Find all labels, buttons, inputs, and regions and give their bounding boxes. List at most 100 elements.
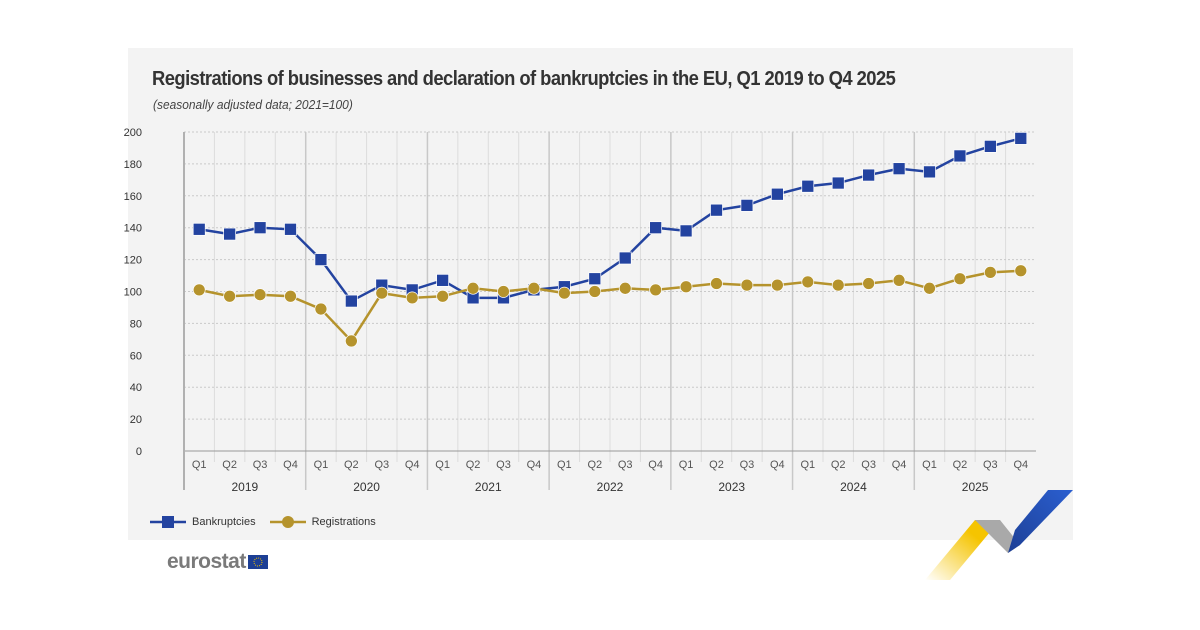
data-point-registrations	[953, 272, 967, 286]
data-point-bankruptcies	[831, 176, 845, 190]
data-point-registrations	[497, 285, 510, 298]
data-point-registrations	[649, 283, 662, 297]
data-point-registrations	[527, 281, 541, 295]
data-point-bankruptcies	[892, 162, 906, 176]
data-point-registrations	[862, 277, 875, 290]
y-tick-label: 80	[130, 318, 142, 330]
data-point-bankruptcies	[953, 149, 967, 163]
x-tick-label: Q1	[679, 459, 694, 471]
legend-label: Bankruptcies	[192, 516, 256, 528]
y-tick-label: 200	[124, 127, 142, 139]
x-tick-label: Q4	[1013, 459, 1028, 471]
data-point-registrations	[801, 275, 815, 289]
data-point-bankruptcies	[588, 272, 602, 286]
data-point-bankruptcies	[679, 224, 693, 238]
data-point-bankruptcies	[618, 251, 632, 265]
data-point-bankruptcies	[284, 222, 297, 236]
x-tick-label: Q2	[587, 459, 602, 471]
x-tick-label: Q2	[344, 459, 359, 471]
x-tick-label: Q2	[831, 459, 846, 471]
chart-subtitle: (seasonally adjusted data; 2021=100)	[153, 97, 353, 112]
x-year-label: 2025	[962, 480, 989, 494]
data-point-registrations	[192, 283, 206, 297]
y-tick-label: 120	[124, 255, 142, 267]
legend-item-registrations: Registrations	[269, 516, 376, 528]
data-point-registrations	[740, 278, 754, 292]
x-year-label: 2021	[475, 480, 502, 494]
x-tick-label: Q2	[466, 459, 481, 471]
data-point-registrations	[710, 277, 723, 290]
x-tick-label: Q2	[709, 459, 724, 471]
square-marker-icon	[150, 516, 186, 528]
data-point-registrations	[558, 286, 571, 300]
data-point-bankruptcies	[192, 222, 206, 236]
data-point-bankruptcies	[862, 168, 875, 182]
data-point-bankruptcies	[649, 221, 662, 235]
x-year-label: 2020	[353, 480, 380, 494]
data-point-bankruptcies	[223, 227, 236, 241]
data-point-registrations	[436, 289, 449, 303]
data-point-bankruptcies	[923, 165, 936, 179]
legend-label: Registrations	[311, 516, 376, 528]
x-tick-label: Q1	[435, 459, 450, 471]
x-tick-label: Q3	[374, 459, 389, 471]
x-tick-label: Q3	[253, 459, 268, 471]
data-point-bankruptcies	[801, 179, 815, 193]
data-point-registrations	[223, 289, 236, 303]
x-year-label: 2024	[840, 480, 867, 494]
data-point-registrations	[405, 291, 419, 305]
data-point-registrations	[314, 302, 328, 316]
data-point-bankruptcies	[436, 273, 449, 287]
series-line-registrations	[198, 269, 1021, 343]
y-tick-label: 140	[124, 223, 142, 235]
x-tick-label: Q4	[648, 459, 663, 471]
legend: Bankruptcies Registrations	[150, 516, 376, 528]
x-tick-label: Q2	[953, 459, 968, 471]
data-point-registrations	[923, 281, 936, 295]
chart-title: Registrations of businesses and declarat…	[152, 68, 896, 90]
x-tick-label: Q4	[405, 459, 420, 471]
eurostat-logo: eurostat	[167, 550, 268, 574]
x-tick-label: Q1	[192, 459, 207, 471]
x-tick-label: Q3	[618, 459, 633, 471]
x-tick-label: Q3	[740, 459, 755, 471]
data-point-bankruptcies	[710, 203, 723, 217]
data-point-registrations	[831, 278, 845, 292]
data-point-registrations	[618, 281, 632, 295]
circle-marker-icon	[269, 516, 306, 528]
decorative-chevron-graphic	[925, 490, 1073, 580]
x-tick-label: Q1	[800, 459, 815, 471]
eu-flag-icon	[247, 555, 268, 569]
data-point-bankruptcies	[253, 221, 267, 235]
y-tick-label: 180	[124, 159, 142, 171]
y-tick-label: 100	[124, 287, 142, 299]
data-point-registrations	[984, 266, 997, 279]
x-tick-label: Q1	[557, 459, 572, 471]
data-point-registrations	[1014, 264, 1028, 278]
data-point-registrations	[253, 288, 267, 302]
x-tick-label: Q2	[222, 459, 237, 471]
x-tick-label: Q4	[527, 459, 542, 471]
x-tick-label: Q3	[861, 459, 876, 471]
y-tick-label: 0	[136, 446, 142, 458]
x-year-label: 2019	[232, 480, 259, 494]
data-point-registrations	[466, 281, 480, 295]
data-point-registrations	[345, 334, 358, 348]
x-tick-label: Q1	[314, 459, 329, 471]
data-point-bankruptcies	[771, 187, 784, 201]
y-tick-label: 40	[130, 382, 142, 394]
data-point-bankruptcies	[740, 199, 754, 212]
x-tick-label: Q4	[283, 459, 298, 471]
series-line-bankruptcies	[199, 137, 1022, 303]
x-tick-label: Q4	[892, 459, 907, 471]
data-point-registrations	[375, 286, 389, 300]
y-tick-label: 20	[130, 414, 142, 426]
data-point-registrations	[284, 289, 297, 303]
x-tick-label: Q3	[496, 459, 511, 471]
x-tick-label: Q4	[770, 459, 785, 471]
logo-text: eurostat	[167, 550, 246, 573]
data-point-registrations	[771, 278, 784, 292]
data-point-bankruptcies	[1014, 132, 1028, 145]
x-tick-label: Q3	[983, 459, 998, 471]
